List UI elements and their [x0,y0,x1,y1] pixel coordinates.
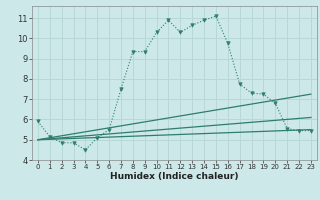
X-axis label: Humidex (Indice chaleur): Humidex (Indice chaleur) [110,172,239,181]
